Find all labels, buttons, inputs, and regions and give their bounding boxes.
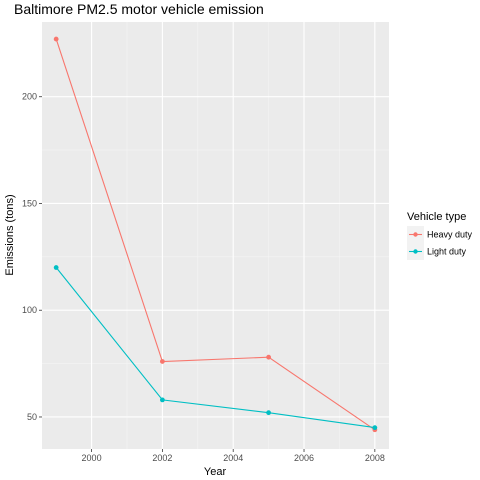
x-axis: 2000 2002 2004 2006 2008 [82,449,385,463]
plot-panel [42,22,389,449]
major-gridlines [42,22,389,449]
legend-label-heavy-duty: Heavy duty [427,230,473,240]
data-point-heavy-duty [159,359,165,364]
legend: Vehicle type Heavy duty Light duty [407,211,473,260]
y-tick-label: 50 [27,412,37,422]
series-lines [55,38,376,431]
y-axis: 50 100 150 200 [22,92,42,422]
legend-label-light-duty: Light duty [427,247,467,257]
legend-title: Vehicle type [407,211,466,223]
x-tick-label: 2008 [365,453,385,463]
x-tick-label: 2006 [294,453,314,463]
series-line-light-duty [55,267,375,429]
series-line-heavy-duty [55,38,376,431]
series-points [53,36,378,433]
data-point-light-duty [159,397,165,403]
x-axis-title: Year [204,466,227,478]
y-tick-label: 100 [22,305,37,315]
x-tick-label: 2004 [223,453,243,463]
y-tick-label: 150 [22,198,37,208]
minor-gridlines [42,22,389,449]
data-point-heavy-duty [266,354,272,360]
x-tick-label: 2002 [152,453,172,463]
y-tick-label: 200 [22,92,37,102]
legend-point-heavy-duty [413,232,418,237]
x-tick-label: 2000 [82,453,102,463]
y-axis-title: Emissions (tons) [4,194,16,275]
data-point-light-duty [53,265,59,270]
data-point-light-duty [372,425,378,431]
chart-title: Baltimore PM2.5 motor vehicle emission [14,1,264,17]
legend-point-light-duty [413,249,418,254]
data-point-heavy-duty [53,36,59,42]
data-point-light-duty [266,410,272,416]
